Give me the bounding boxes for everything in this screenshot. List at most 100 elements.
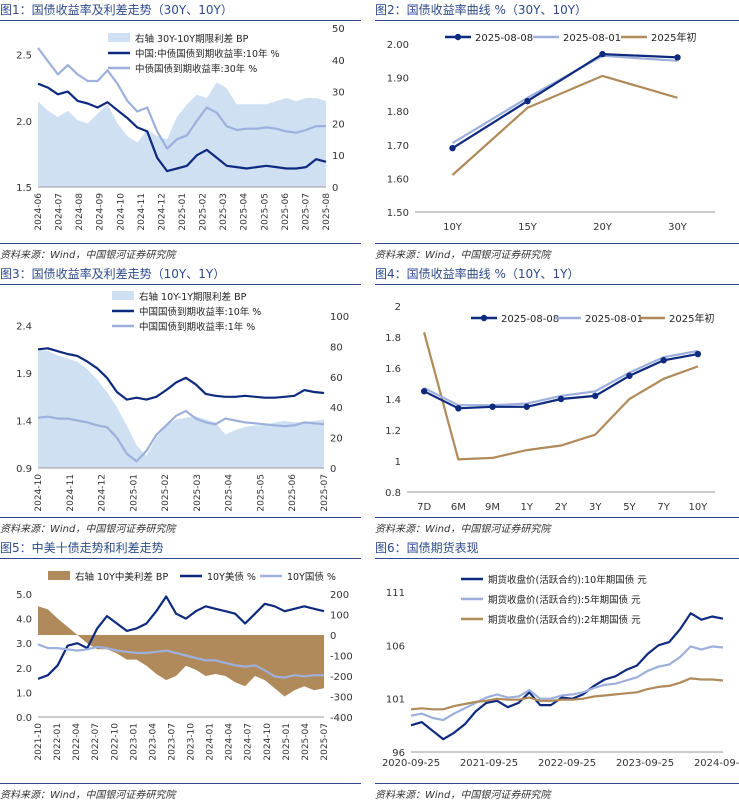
y-tick-label: 2.4 [16,322,32,333]
data-point [449,144,456,152]
data-point [455,405,462,412]
data-point [524,97,531,105]
x-tick-label: 7Y [657,502,670,513]
legend-swatch [112,291,134,300]
x-tick-label: 2023-07 [167,723,177,761]
source-note: 资料来源：Wind，中国银河证券研究院 [375,524,551,535]
x-tick-label: 2022-04 [72,723,82,761]
chart-title: 图3：国债收益率及利差走势（10Y、1Y） [0,267,226,281]
y2-tick-label: 40 [332,56,345,67]
source-divider [375,243,739,244]
data-point [523,403,530,410]
legend-label: 2025-08-08 [501,314,559,325]
x-tick-label: 2025-04 [240,193,250,231]
y2-tick-label: 100 [330,611,349,622]
y-tick-label: 0.8 [385,488,401,499]
x-tick-label: 2024-10 [34,474,44,512]
chart-svg: 1.50 1.60 1.70 1.80 1.90 2.00 10Y 15Y 20Y 30Y 2025… [387,31,715,233]
y-tick-label: 1.80 [387,107,409,118]
legend-label: 中国:中债国债到期收益率:10年 % [135,48,280,60]
chart-title: 图1：国债收益率及利差走势（30Y、10Y） [0,3,233,17]
data-point [592,392,599,400]
legend-label: 2025年初 [669,312,714,325]
y2-tick-label: 10 [332,151,345,162]
legend-swatch [108,33,130,42]
x-tick-label: 2024-08 [75,193,85,231]
x-tick-label: 2023-10 [187,723,197,761]
chart-svg: 96 101 106 111 2020-09-25 2021-09-25 2022-09-2… [382,574,739,769]
x-tick-label: 2023-04 [148,723,158,761]
series-line [37,47,326,150]
x-tick-label: 6M [451,502,466,513]
data-point [420,388,428,395]
series-line [451,74,678,176]
y-tick-label: 1.5 [16,183,32,194]
y2-tick-label: 20 [330,434,343,445]
x-tick-label: 2024-11 [66,474,76,512]
x-tick-label: 2023-01 [129,723,139,761]
y-tick-label: 2 [395,302,401,313]
x-tick-label: 2025-01 [282,723,292,761]
y-tick-label: 0.9 [16,464,32,475]
y-tick-label: 101 [386,695,405,706]
x-tick-label: 2024-04 [225,723,235,761]
source-note: 资料来源：Wind，中国银河证券研究院 [0,790,176,801]
title-divider [375,284,739,285]
y2-tick-label: 0 [330,464,336,475]
x-tick-label: 2020-09-25 [382,758,440,769]
x-tick-label: 2025-02 [199,193,209,231]
y-tick-label: 111 [386,588,405,599]
y2-tick-label: -300 [330,693,353,704]
y-tick-label: 1.50 [387,208,409,219]
y2-tick-label: 60 [330,373,343,384]
x-tick-label: 7D [417,502,431,513]
y-tick-label: 1.4 [16,417,32,428]
y2-tick-label: 100 [330,312,349,323]
chart-panel-6: 图6：国债期货表现 96 101 106 111 2020-09-25 2021-09-2… [375,538,739,802]
data-point [489,403,496,410]
x-tick-label: 10Y [443,222,463,233]
y-tick-label: 2.0 [16,664,32,675]
chart-panel-4: 图4：国债收益率曲线 %（10Y、1Y） 0.8 1 1.2 1.4 1.6 1.8 2 7D… [375,264,739,536]
y-tick-label: 0.0 [16,713,32,724]
x-tick-label: 2025-01 [129,474,139,512]
x-tick-label: 30Y [668,222,688,233]
x-tick-label: 10Y [688,502,708,513]
series-line [423,332,699,461]
y-tick-label: 1.0 [16,688,32,699]
x-tick-label: 2024-07 [55,193,65,231]
x-tick-label: 2024-07 [244,723,254,761]
source-divider [375,783,739,784]
x-tick-label: 2024-12 [157,193,167,231]
legend-label: 中国国债到期收益率:1年 % [139,321,255,333]
source-divider [0,517,361,518]
chart-title: 图6：国债期货表现 [375,541,479,555]
y-tick-label: 1.90 [387,74,409,85]
series-line [451,54,678,145]
legend-label: 2025-08-08 [475,33,533,44]
x-tick-label: 2021-09-25 [460,758,518,769]
title-divider [375,558,739,559]
legend-label: 右轴 10Y中美利差 BP [75,571,168,583]
x-tick-label: 2022-07 [91,723,101,761]
series-line [410,612,724,741]
y2-tick-label: -200 [330,672,353,683]
x-tick-label: 2025-02 [161,474,171,512]
series-line [37,409,325,463]
chart-title: 图5：中美十债走势和利差走势 [0,541,164,555]
chart-panel-2: 图2：国债收益率曲线 %（30Y、10Y） 1.50 1.60 1.70 1.80 1.… [375,0,739,262]
x-tick-label: 1Y [521,502,534,513]
x-tick-label: 2025-06 [281,193,291,231]
source-divider [0,783,361,784]
x-tick-label: 2022-01 [53,723,63,761]
chart-svg: 0.8 1 1.2 1.4 1.6 1.8 2 7D 6M 9M 1Y 2Y 3Y 5Y 7Y 10Y 2025… [385,302,715,513]
y-tick-label: 1.60 [387,174,409,185]
y2-tick-label: -100 [330,652,353,663]
data-point [626,372,633,379]
data-point [557,395,565,403]
source-divider [375,517,739,518]
legend-label: 期货收盘价(活跃合约):5年期国债 元 [488,594,641,606]
source-note: 资料来源：Wind，中国银河证券研究院 [375,250,551,261]
x-tick-label: 2024-11 [137,193,147,231]
legend-label: 2025-08-01 [585,314,643,325]
